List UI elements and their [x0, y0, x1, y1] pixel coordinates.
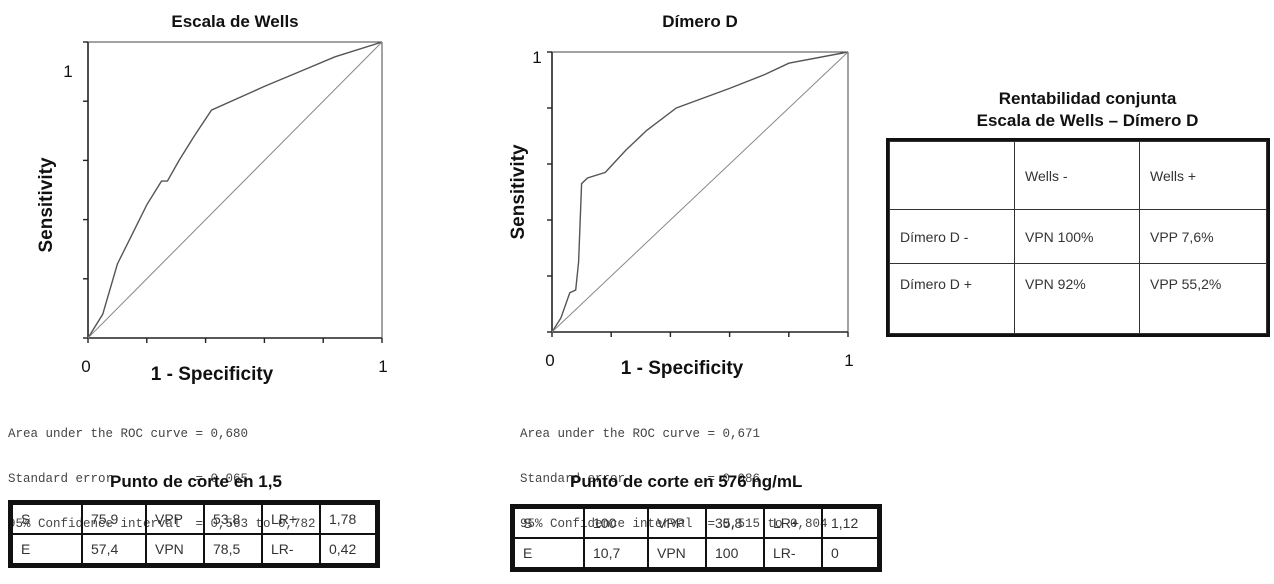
table-cell: 78,5 [203, 533, 263, 565]
wells-roc-curve [87, 41, 383, 339]
dimero-plot-area [547, 51, 849, 337]
table-cell: 100 [583, 507, 649, 539]
table-cell: VPN 100% [1014, 209, 1140, 264]
dimero-cut-table: S 100 VPP 35,8 LR+ 1,12 E 10,7 VPN 100 L… [510, 504, 882, 572]
wells-reference-line [87, 41, 383, 339]
table-cell: VPP 7,6% [1139, 209, 1267, 264]
table-cell: Dímero D + [889, 263, 1015, 334]
table-cell: E [11, 533, 83, 565]
table-cell: LR+ [763, 507, 823, 539]
dimero-roc-chart: 1 0 1 1 - Specificity Sensitivity [508, 48, 854, 379]
dimero-cut-title: Punto de corte en 576 ng/mL [570, 472, 803, 491]
table-cell: E [513, 537, 585, 569]
dimero-y-axis-label: Sensitivity [508, 144, 529, 239]
table-cell: S [11, 503, 83, 535]
table-cell: Wells - [1014, 141, 1140, 210]
wells-chart-title: Escala de Wells [171, 12, 299, 31]
joint-title-line1: Rentabilidad conjunta [998, 89, 1177, 108]
table-row: E 57,4 VPN 78,5 LR- 0,42 [11, 533, 377, 565]
wells-y-axis-label: Sensitivity [36, 157, 57, 252]
wells-cut-table: S 75,9 VPP 53,8 LR+ 1,78 E 57,4 VPN 78,5… [8, 500, 380, 568]
dimero-x-tick-label-start: 0 [545, 351, 554, 370]
table-cell: VPP [145, 503, 205, 535]
wells-roc-chart: 1 0 1 1 - Specificity Sensitivity [36, 41, 388, 385]
wells-auc: Area under the ROC curve = 0,680 [8, 427, 249, 441]
table-cell: VPP 55,2% [1139, 263, 1267, 334]
table-cell: VPN 92% [1014, 263, 1140, 334]
wells-x-tick-label-end: 1 [378, 357, 387, 376]
table-cell: Wells + [1139, 141, 1267, 210]
table-cell [889, 141, 1015, 210]
wells-plot-area [83, 41, 383, 343]
dimero-x-tick-label-end: 1 [844, 351, 853, 370]
dimero-auc: Area under the ROC curve = 0,671 [520, 427, 761, 441]
joint-title: Rentabilidad conjunta Escala de Wells – … [905, 88, 1270, 132]
table-cell: LR+ [261, 503, 321, 535]
table-row: S 100 VPP 35,8 LR+ 1,12 [513, 507, 879, 539]
wells-standard-error: Standard error = 0,065 [8, 472, 249, 486]
table-cell: VPN [647, 537, 707, 569]
dimero-standard-error: Standard error = 0,086 [520, 472, 761, 486]
table-row: Dímero D - VPN 100% VPP 7,6% [889, 209, 1267, 264]
table-cell: 57,4 [81, 533, 147, 565]
table-row: S 75,9 VPP 53,8 LR+ 1,78 [11, 503, 377, 535]
table-cell: LR- [261, 533, 321, 565]
table-cell: 0 [821, 537, 879, 569]
wells-x-tick-label-start: 0 [81, 357, 90, 376]
table-cell: LR- [763, 537, 823, 569]
table-cell: VPN [145, 533, 205, 565]
table-cell: 1,78 [319, 503, 377, 535]
table-cell: 10,7 [583, 537, 649, 569]
joint-table: Wells - Wells + Dímero D - VPN 100% VPP … [886, 138, 1270, 337]
dimero-y-tick-label: 1 [532, 48, 541, 67]
table-row: E 10,7 VPN 100 LR- 0 [513, 537, 879, 569]
joint-title-line2: Escala de Wells – Dímero D [976, 111, 1199, 130]
table-cell: 100 [705, 537, 765, 569]
dimero-x-axis-label: 1 - Specificity [621, 358, 744, 379]
dimero-reference-line [551, 51, 849, 333]
table-cell: 0,42 [319, 533, 377, 565]
table-cell: 53,8 [203, 503, 263, 535]
wells-y-tick-label: 1 [63, 62, 72, 81]
table-cell: 35,8 [705, 507, 765, 539]
table-row: Wells - Wells + [889, 141, 1267, 210]
table-cell: S [513, 507, 585, 539]
wells-cut-title: Punto de corte en 1,5 [110, 472, 282, 491]
dimero-chart-title: Dímero D [662, 12, 738, 31]
table-cell: VPP [647, 507, 707, 539]
table-row: Dímero D + VPN 92% VPP 55,2% [889, 263, 1267, 334]
table-cell: 1,12 [821, 507, 879, 539]
dimero-roc-curve [551, 51, 849, 333]
table-cell: 75,9 [81, 503, 147, 535]
wells-x-axis-label: 1 - Specificity [151, 364, 274, 385]
table-cell: Dímero D - [889, 209, 1015, 264]
